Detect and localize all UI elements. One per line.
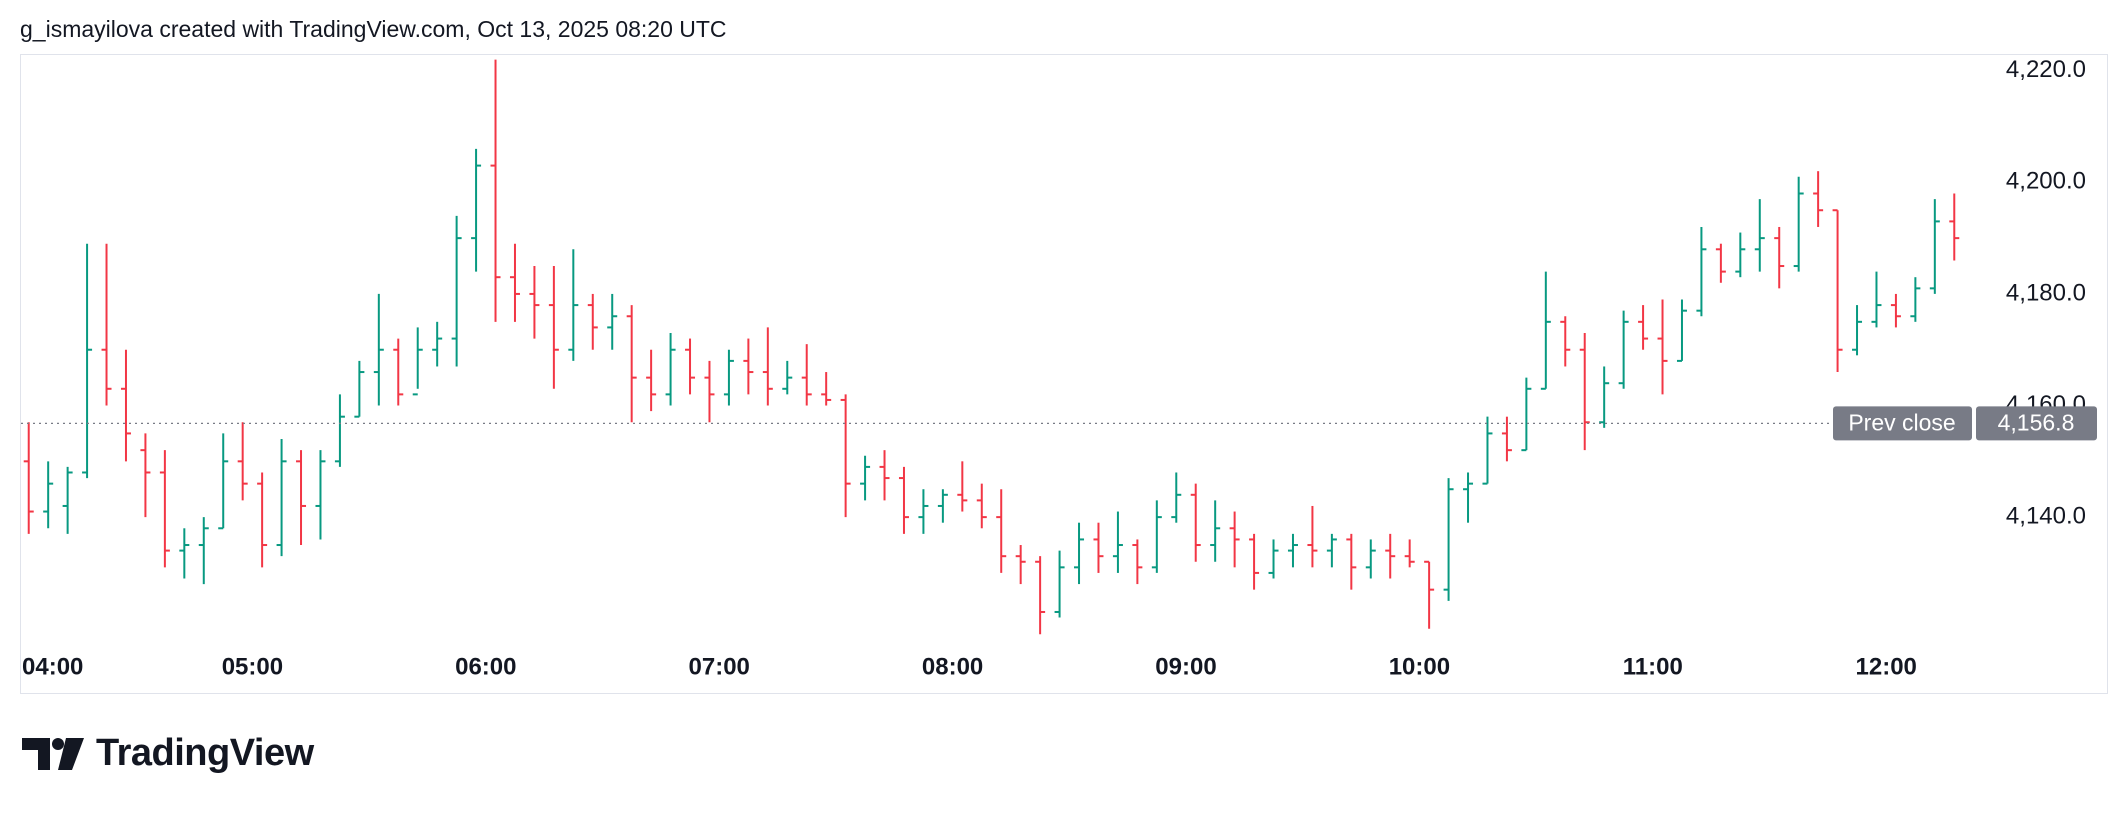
prev-close-value: 4,156.8	[1998, 409, 2075, 435]
x-tick-label: 11:00	[1623, 653, 1683, 680]
header: g_ismayilova created with TradingView.co…	[20, 16, 727, 42]
prev-close-badge	[1833, 406, 1972, 441]
y-tick-label: 4,180.0	[2006, 279, 2086, 306]
y-tick-label: 4,140.0	[2006, 502, 2086, 529]
x-tick-label: 12:00	[1856, 653, 1917, 680]
x-tick-label: 05:00	[222, 653, 283, 680]
x-tick-label: 10:00	[1389, 653, 1450, 680]
plot: 4,140.04,160.04,180.04,200.04,220.004:00…	[21, 56, 2097, 680]
y-tick-label: 4,200.0	[2006, 168, 2086, 195]
prev-close-value-badge	[1976, 406, 2097, 441]
chart-frame	[20, 54, 2108, 694]
y-tick-label: 4,220.0	[2006, 56, 2086, 83]
logo-text: TradingView	[96, 732, 315, 774]
x-tick-label: 09:00	[1155, 653, 1216, 680]
x-tick-label: 04:00	[22, 653, 83, 680]
prev-close-label: Prev close	[1848, 409, 1955, 435]
x-tick-label: 07:00	[689, 653, 750, 680]
logo-icon	[22, 738, 84, 770]
x-tick-label: 08:00	[922, 653, 983, 680]
x-tick-label: 06:00	[455, 653, 516, 680]
